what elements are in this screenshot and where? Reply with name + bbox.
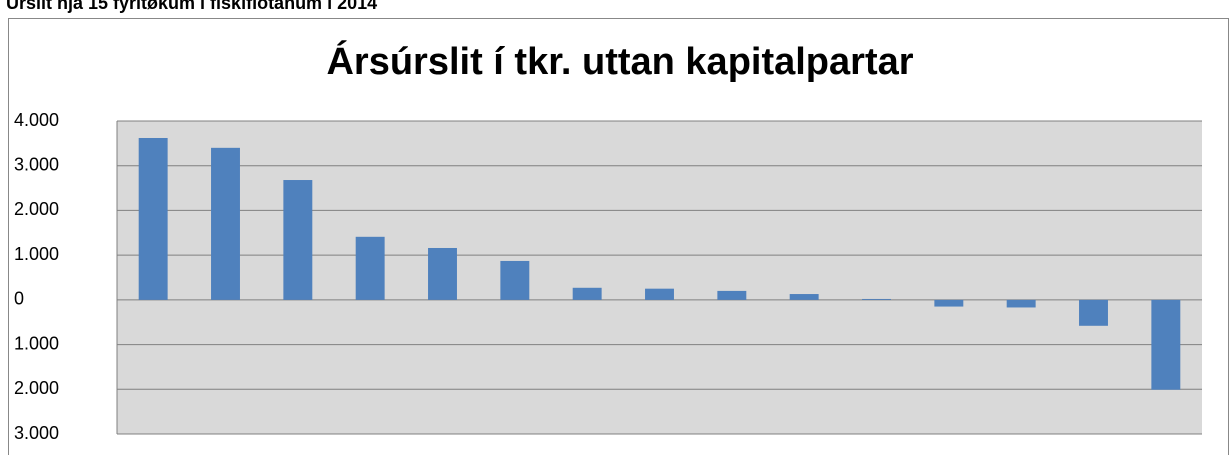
y-tick-label: 3.000: [14, 423, 59, 443]
bar: [283, 180, 313, 300]
bar: [789, 294, 819, 300]
bar: [428, 247, 457, 300]
bar: [1079, 299, 1108, 326]
y-tick-label: 3.000: [14, 154, 59, 174]
plot-area: [117, 121, 1202, 434]
bar: [211, 147, 240, 300]
y-tick-label: 1.000: [14, 244, 59, 264]
y-tick-label: 4.000: [14, 110, 59, 130]
y-tick-label: 2.000: [14, 199, 59, 219]
y-tick-label: 0: [14, 289, 24, 309]
bar: [355, 236, 385, 300]
y-tick-label: 2.000: [14, 378, 59, 398]
bar: [572, 287, 602, 300]
bar: [862, 298, 891, 300]
bar: [717, 290, 747, 300]
bar: [1151, 299, 1181, 390]
bar: [934, 299, 964, 307]
chart-title: Ársúrslit í tkr. uttan kapitalpartar: [326, 39, 913, 83]
y-tick-label: 1.000: [14, 333, 59, 353]
bar: [138, 137, 168, 300]
bar: [645, 288, 674, 300]
bar: [1006, 299, 1036, 308]
bar: [500, 260, 530, 300]
header-text: Úrslit hjá 15 fyritøkum í fiskiflotanum …: [6, 0, 377, 13]
